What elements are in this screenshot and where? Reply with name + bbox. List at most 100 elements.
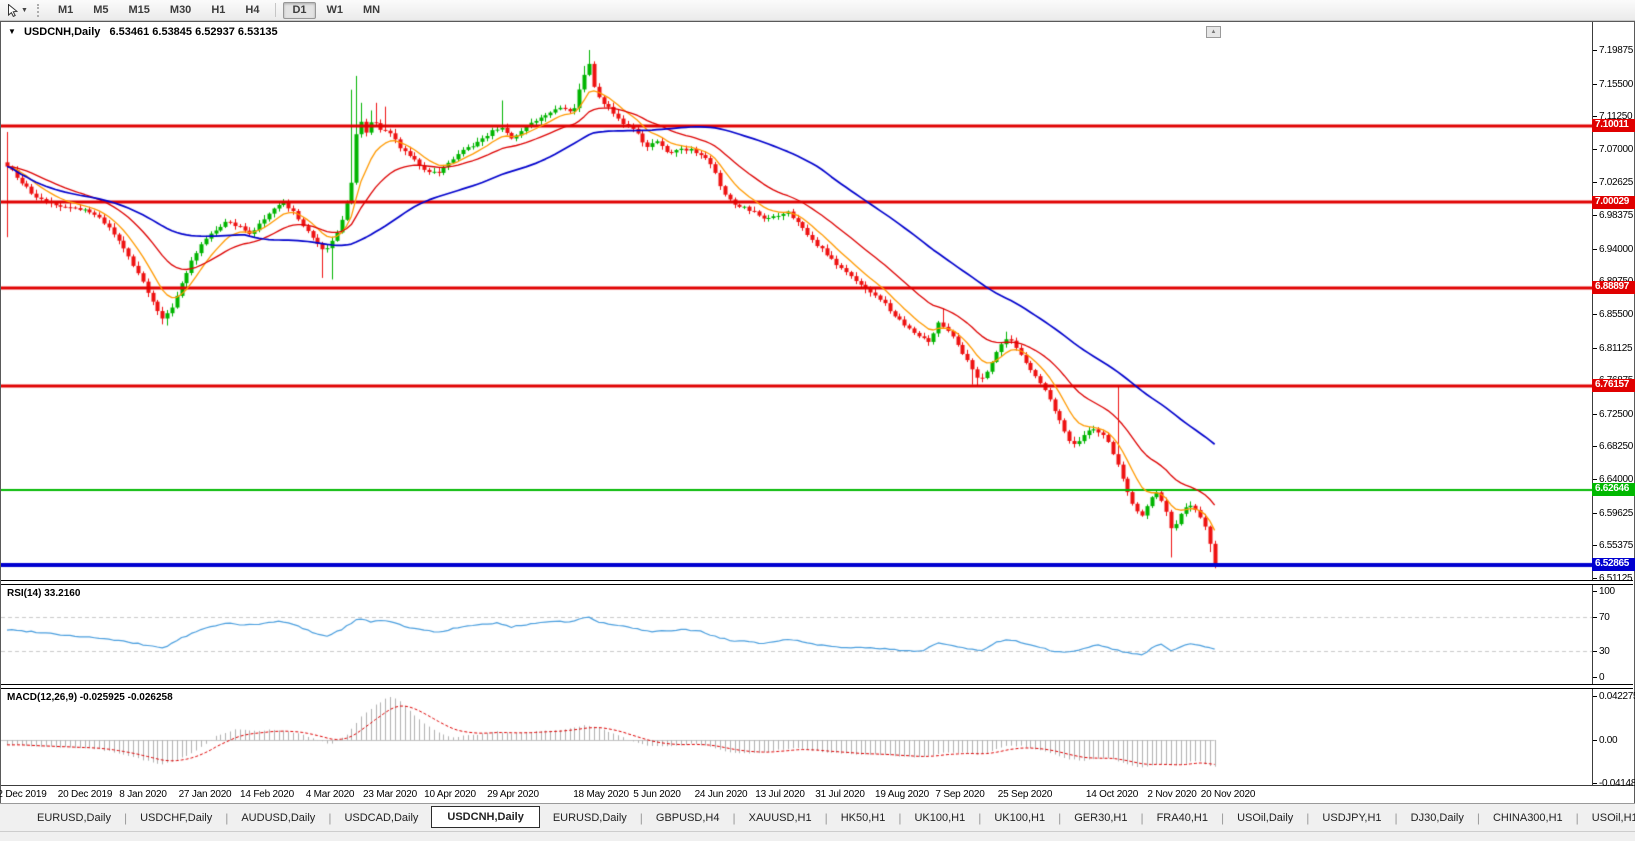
cursor-tool-dropdown-icon[interactable]: ▼: [21, 6, 28, 14]
timeframe-button-m1[interactable]: M1: [49, 2, 82, 19]
tab-separator: |: [225, 810, 229, 825]
date-axis-label: 4 Mar 2020: [305, 789, 355, 800]
tab-separator: |: [824, 810, 828, 825]
rsi-axis-label: 0: [1592, 672, 1635, 683]
tab-separator: |: [978, 810, 982, 825]
date-axis-label: 25 Sep 2020: [997, 789, 1053, 800]
hline-price-label: 6.76157: [1592, 379, 1635, 393]
date-axis-label: 20 Nov 2020: [1200, 789, 1256, 800]
tab-eurusd-daily[interactable]: EURUSD,Daily: [552, 811, 627, 824]
price-tick-label: 7.11250: [1592, 111, 1635, 122]
cursor-tool-button[interactable]: [4, 2, 20, 18]
timeframe-button-h4[interactable]: H4: [236, 2, 268, 19]
tab-xauusd-h1[interactable]: XAUUSD,H1: [748, 811, 812, 824]
rsi-canvas[interactable]: [1, 584, 1592, 684]
hline-price-label: 6.62646: [1592, 483, 1635, 497]
date-axis-label: 5 Jun 2020: [633, 789, 681, 800]
timeframe-button-w1[interactable]: W1: [318, 2, 353, 19]
timeframe-button-d1[interactable]: D1: [283, 1, 316, 19]
chart-tab-bar: EURUSD,Daily | USDCHF,Daily | AUDUSD,Daily | U…: [0, 803, 1635, 831]
macd-axis-label: 0.00: [1592, 735, 1635, 746]
tab-uk100-h1[interactable]: UK100,H1: [994, 811, 1046, 824]
tab-china300-h1[interactable]: CHINA300,H1: [1492, 811, 1563, 824]
date-axis-label: 23 Mar 2020: [363, 789, 417, 800]
timeframe-button-m5[interactable]: M5: [84, 2, 117, 19]
tab-eurusd-daily[interactable]: EURUSD,Daily: [37, 811, 111, 824]
tab-usoil-h1[interactable]: USOil,H1: [1591, 811, 1635, 824]
tab-separator: |: [1306, 810, 1310, 825]
price-tick-label: 6.85500: [1592, 309, 1635, 320]
chart-shift-marker[interactable]: ▲: [1206, 26, 1221, 38]
rsi-axis-label: 100: [1592, 586, 1635, 597]
tab-audusd-daily[interactable]: AUDUSD,Daily: [241, 811, 316, 824]
tab-separator: |: [1394, 810, 1398, 825]
price-tick-label: 7.07000: [1592, 144, 1635, 155]
price-tick-label: 6.68250: [1592, 441, 1635, 452]
timeframe-button-h1[interactable]: H1: [202, 2, 234, 19]
tab-usdcad-daily[interactable]: USDCAD,Daily: [344, 811, 419, 824]
toolbar-gripper: [36, 3, 39, 17]
chart-title-symbol: USDCNH,Daily: [23, 26, 101, 38]
tab-separator: |: [898, 810, 902, 825]
chart-title-caret-icon: ▼: [8, 27, 16, 36]
date-axis-label: 19 Aug 2020: [875, 789, 929, 800]
tab-separator: |: [123, 810, 128, 825]
date-axis-label: 31 Jul 2020: [815, 789, 865, 800]
toolbar-separator: [275, 3, 277, 17]
hline-price-label: 7.10011: [1592, 119, 1635, 133]
tab-hk50-h1[interactable]: HK50,H1: [840, 811, 886, 824]
panel-divider[interactable]: [1, 684, 1633, 689]
rsi-axis-label: 70: [1592, 612, 1635, 623]
date-axis-label: 18 May 2020: [573, 789, 629, 800]
price-tick-label: 7.19875: [1592, 45, 1635, 56]
hline-price-label: 6.52865: [1592, 558, 1635, 572]
rsi-label: RSI(14) 33.2160: [7, 588, 81, 599]
tab-fra40-h1[interactable]: FRA40,H1: [1156, 811, 1208, 824]
tab-separator: |: [1575, 810, 1579, 825]
date-axis-label: 27 Jan 2020: [178, 789, 232, 800]
tab-uk100-h1[interactable]: UK100,H1: [914, 811, 966, 824]
date-axis-label: 29 Apr 2020: [487, 789, 539, 800]
status-strip: [0, 831, 1635, 841]
timeframe-button-mn[interactable]: MN: [354, 2, 389, 19]
time-axis-line: [1, 785, 1633, 786]
date-axis-label: 10 Apr 2020: [424, 789, 476, 800]
top-toolbar: ▼ M1 M5 M15 M30 H1 H4 D1 W1 MN: [0, 0, 1635, 21]
tab-separator: |: [732, 810, 736, 825]
tab-separator: |: [1220, 810, 1225, 825]
date-axis-label: 13 Jul 2020: [755, 789, 805, 800]
tab-separator: |: [1058, 810, 1062, 825]
price-tick-label: 6.81125: [1592, 343, 1635, 354]
macd-canvas[interactable]: [1, 688, 1592, 785]
price-tick-label: 6.72500: [1592, 409, 1635, 420]
tab-usdjpy-h1[interactable]: USDJPY,H1: [1322, 811, 1382, 824]
date-axis-label: 14 Feb 2020: [240, 789, 294, 800]
tab-ger30-h1[interactable]: GER30,H1: [1074, 811, 1128, 824]
panel-divider[interactable]: [1, 580, 1633, 585]
price-tick-label: 6.64000: [1592, 474, 1635, 485]
tab-usoil-daily[interactable]: USOil,Daily: [1237, 811, 1294, 824]
date-axis-label: 14 Oct 2020: [1085, 789, 1139, 800]
tab-gbpusd-h4[interactable]: GBPUSD,H4: [655, 811, 720, 824]
macd-axis-label: 0.042275: [1592, 691, 1635, 702]
date-axis-label: 2 Dec 2019: [0, 789, 47, 800]
timeframe-button-group: M1 M5 M15 M30 H1 H4 D1 W1 MN: [48, 1, 390, 19]
chart-tabs: EURUSD,Daily | USDCHF,Daily | AUDUSD,Daily | U…: [24, 805, 1635, 828]
chart-title-ohlc: 6.53461 6.53845 6.52937 6.53135: [109, 26, 278, 38]
tab-separator: |: [639, 810, 643, 825]
hline-price-label: 7.00029: [1592, 195, 1635, 209]
main-chart-canvas[interactable]: [1, 22, 1592, 580]
date-axis-label: 20 Dec 2019: [57, 789, 113, 800]
timeframe-button-m15[interactable]: M15: [120, 2, 159, 19]
timeframe-button-m30[interactable]: M30: [161, 2, 200, 19]
date-axis-label: 7 Sep 2020: [935, 789, 985, 800]
price-tick-label: 6.98375: [1592, 210, 1635, 221]
price-tick-label: 6.94000: [1592, 244, 1635, 255]
price-tick-label: 7.02625: [1592, 177, 1635, 188]
tab-separator: |: [328, 810, 332, 825]
tab-usdcnh-daily[interactable]: USDCNH,Daily: [431, 805, 540, 828]
tab-usdchf-daily[interactable]: USDCHF,Daily: [140, 811, 213, 824]
macd-axis-label: -0.04148: [1592, 778, 1635, 789]
date-axis-label: 2 Nov 2020: [1147, 789, 1197, 800]
tab-dj30-daily[interactable]: DJ30,Daily: [1410, 811, 1464, 824]
